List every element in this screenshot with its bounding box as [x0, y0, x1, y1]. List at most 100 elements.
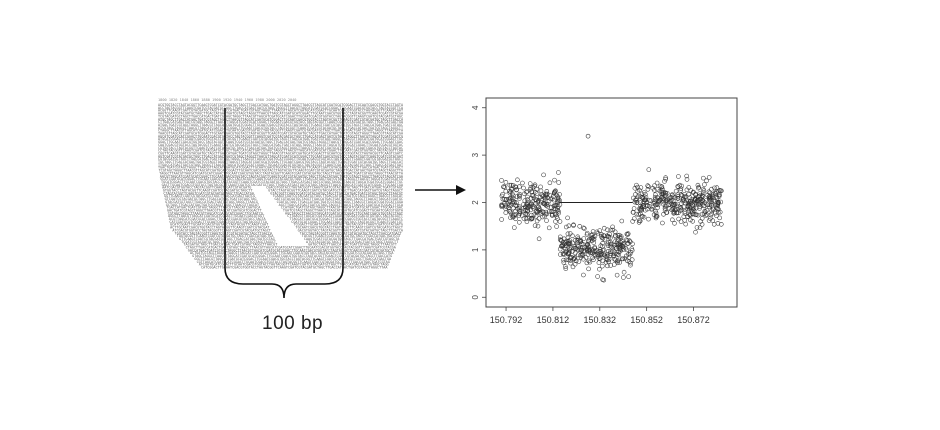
data-point — [709, 186, 714, 192]
data-point — [669, 197, 674, 203]
data-point — [517, 194, 522, 199]
data-point — [660, 220, 665, 226]
data-point — [578, 253, 583, 258]
data-point — [499, 204, 504, 209]
y-tick-label: 0 — [471, 294, 480, 299]
data-point — [506, 203, 512, 208]
outlier-point — [585, 133, 591, 139]
aligned-read: TCGTAGCTAGGCTTAACGTTAGCATCGATGCATCGGACTT… — [159, 169, 403, 173]
aligned-read: AGTCGATCGTACGATGCTAGCTTGACCATGACTGATCGTA… — [158, 154, 403, 158]
data-point — [663, 190, 669, 196]
data-point — [688, 217, 693, 223]
data-point — [719, 222, 724, 227]
data-point — [697, 225, 703, 230]
data-point — [702, 203, 707, 209]
data-point — [700, 190, 706, 195]
data-point — [502, 185, 508, 190]
data-point — [555, 195, 561, 201]
aligned-read: TACCTAGTACGGTTCAAGTCGATCGTACGATGCTAGCTTG… — [300, 231, 402, 235]
data-point — [683, 221, 688, 227]
data-point — [516, 204, 522, 209]
data-point — [699, 216, 705, 221]
data-point — [626, 274, 631, 279]
data-point — [693, 205, 699, 211]
data-point — [704, 207, 710, 213]
data-point — [597, 228, 602, 233]
aligned-read: TACGATGCTAGCTTGACCATGACTGATCGTAGCTAGGCTT… — [183, 243, 277, 247]
data-point — [654, 180, 660, 186]
data-point — [568, 260, 573, 266]
aligned-read: ACGTTAGCATCGATGCATCGGACTTGCAATCGACGTGGTA… — [169, 217, 266, 221]
data-point — [614, 272, 620, 278]
data-point — [617, 260, 622, 265]
data-point — [566, 241, 572, 246]
data-point — [581, 272, 586, 278]
data-point — [631, 195, 636, 201]
data-point — [576, 244, 581, 249]
data-point — [516, 213, 522, 218]
data-point — [662, 205, 668, 211]
aligned-read: GGTTCAAGTCGATCGTACGATGCTAGCTTGACCATGACTG… — [164, 194, 255, 198]
aligned-read: CGATGCATCGGACTTGCAATCGACGTGGTACCTAGTACGG… — [291, 220, 403, 224]
data-point — [635, 184, 640, 190]
data-point — [592, 252, 597, 257]
aligned-read: ACTTGCAATCGACGTGGTACCTAGTACGGTTCAAGTCGAT… — [170, 226, 269, 230]
data-point — [600, 263, 605, 269]
aligned-read: TGGTACCTAGTACGGTTCAAGTCGATCGTACGATGCTAGC… — [175, 231, 273, 235]
aligned-read: TGCTAGCTTGACCATGACTGATCGTAGCTAGGCTTAACGT… — [158, 160, 403, 164]
data-point — [612, 229, 618, 235]
data-point — [634, 196, 639, 202]
data-point — [678, 219, 684, 224]
data-point — [707, 204, 712, 210]
data-point — [653, 210, 659, 216]
aligned-read: TTAGCATCGATGCATCGGACTTGCAATCGACGTGGTACCT… — [289, 217, 403, 221]
data-point — [556, 170, 561, 175]
data-point — [508, 215, 513, 220]
data-point — [624, 231, 630, 237]
data-point — [608, 263, 613, 268]
data-point — [504, 197, 509, 202]
data-point — [625, 232, 630, 237]
data-point — [639, 206, 645, 211]
aligned-read: GGACTTGCAATCGACGTGGTACCTAGTACGGTTCAAGTCG… — [158, 140, 403, 144]
data-point — [613, 257, 618, 263]
data-point — [679, 207, 684, 213]
data-point — [565, 231, 571, 237]
x-tick-label: 150.872 — [677, 315, 710, 325]
data-point — [706, 189, 712, 195]
data-point — [575, 234, 580, 240]
data-point — [551, 206, 557, 211]
data-point — [604, 253, 610, 259]
aligned-read: GCATCGGACTTGCAATCGACGTGGTACCTAGTACGGTTCA… — [170, 223, 268, 227]
data-point — [547, 192, 553, 198]
data-point — [668, 195, 674, 200]
data-point — [590, 229, 596, 234]
data-point — [512, 225, 517, 230]
data-point — [595, 274, 600, 279]
data-point — [575, 247, 581, 252]
data-point — [626, 252, 631, 257]
data-point — [601, 225, 607, 231]
data-point — [601, 233, 606, 238]
data-point — [670, 217, 675, 223]
data-point — [694, 212, 699, 217]
aligned-read: TCGATCGTACGATGCTAGCTTGACCATGACTGATCGTAGC… — [181, 240, 276, 244]
data-point — [499, 202, 504, 208]
data-point — [711, 198, 716, 203]
data-point — [652, 183, 657, 188]
data-point — [500, 203, 505, 208]
aligned-read: TGCATCGGACTTGCAATCGACGTGGTACCTAGTACGGTTC… — [161, 180, 403, 184]
data-point — [536, 236, 542, 242]
data-point — [652, 194, 658, 200]
data-point — [711, 206, 716, 212]
x-axis: 150.792 150.812 150.832 150.852 150.872 — [490, 307, 710, 325]
data-point — [634, 198, 639, 203]
aligned-read: CGGTTCAAGTCGATCGTACGATGCTAGCTTGACCATGACT… — [158, 151, 403, 155]
aligned-read: GACCATGACTGATCGTAGCTAGGCTTAACGTTAGCATCGA… — [188, 248, 395, 252]
data-point — [563, 264, 568, 269]
aligned-read: GACTGATCGTAGCTAGGCTTAACGTTAGCATCGATGCATC… — [167, 208, 262, 212]
data-point — [661, 212, 666, 217]
data-point — [630, 209, 636, 215]
aligned-read: AATCGACGTGGTACCTAGTACGGTTCAAGTCGATCGTACG… — [162, 186, 251, 190]
x-tick-label: 150.792 — [490, 315, 523, 325]
